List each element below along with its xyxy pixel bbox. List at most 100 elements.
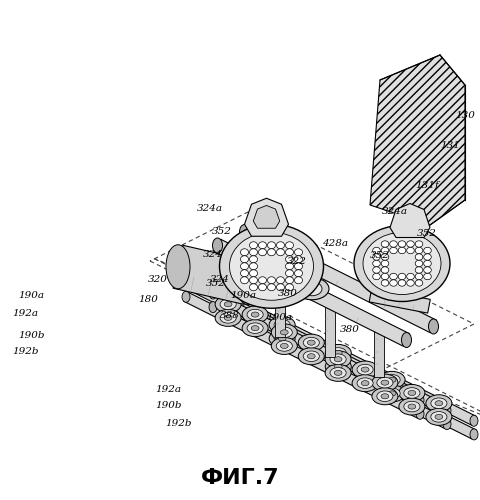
Ellipse shape bbox=[285, 284, 293, 291]
Ellipse shape bbox=[372, 267, 380, 273]
Ellipse shape bbox=[301, 282, 321, 296]
Polygon shape bbox=[183, 292, 421, 418]
Ellipse shape bbox=[258, 284, 266, 291]
Text: 192а: 192а bbox=[12, 308, 38, 318]
Text: 322: 322 bbox=[286, 257, 306, 266]
Ellipse shape bbox=[267, 242, 275, 248]
Ellipse shape bbox=[376, 391, 392, 402]
Ellipse shape bbox=[406, 280, 413, 286]
Ellipse shape bbox=[372, 254, 380, 260]
Ellipse shape bbox=[267, 284, 275, 291]
Ellipse shape bbox=[215, 310, 240, 326]
Ellipse shape bbox=[267, 248, 275, 256]
Text: 380: 380 bbox=[339, 326, 359, 334]
Ellipse shape bbox=[356, 364, 372, 375]
Ellipse shape bbox=[397, 248, 405, 254]
Ellipse shape bbox=[434, 400, 442, 406]
Ellipse shape bbox=[414, 248, 422, 254]
Ellipse shape bbox=[414, 267, 422, 273]
Ellipse shape bbox=[334, 364, 341, 369]
Polygon shape bbox=[210, 302, 448, 428]
Ellipse shape bbox=[397, 280, 405, 286]
Ellipse shape bbox=[406, 241, 413, 247]
Ellipse shape bbox=[423, 254, 431, 260]
Ellipse shape bbox=[267, 277, 275, 284]
Text: 190а: 190а bbox=[18, 290, 44, 300]
Ellipse shape bbox=[285, 242, 293, 248]
Ellipse shape bbox=[381, 267, 388, 273]
Ellipse shape bbox=[329, 368, 346, 378]
Ellipse shape bbox=[324, 358, 350, 375]
Ellipse shape bbox=[415, 408, 423, 420]
Ellipse shape bbox=[425, 395, 451, 412]
Ellipse shape bbox=[407, 390, 415, 396]
Ellipse shape bbox=[219, 224, 323, 308]
Polygon shape bbox=[369, 55, 464, 225]
Polygon shape bbox=[210, 289, 448, 415]
Ellipse shape bbox=[249, 256, 257, 263]
Ellipse shape bbox=[351, 374, 377, 392]
Polygon shape bbox=[241, 226, 436, 333]
Polygon shape bbox=[389, 204, 429, 238]
Ellipse shape bbox=[276, 327, 292, 338]
Ellipse shape bbox=[285, 263, 293, 270]
Polygon shape bbox=[374, 326, 384, 377]
Ellipse shape bbox=[224, 302, 231, 307]
Ellipse shape bbox=[381, 274, 388, 280]
Text: 192b: 192b bbox=[165, 418, 191, 428]
Text: 192а: 192а bbox=[155, 386, 180, 394]
Ellipse shape bbox=[271, 338, 297, 354]
Ellipse shape bbox=[425, 408, 451, 426]
Polygon shape bbox=[237, 313, 475, 439]
Ellipse shape bbox=[269, 330, 295, 347]
Polygon shape bbox=[244, 198, 288, 236]
Ellipse shape bbox=[249, 270, 257, 277]
Ellipse shape bbox=[251, 312, 259, 317]
Ellipse shape bbox=[251, 326, 259, 330]
Ellipse shape bbox=[302, 338, 319, 348]
Ellipse shape bbox=[215, 296, 240, 313]
Ellipse shape bbox=[360, 367, 368, 372]
Ellipse shape bbox=[423, 260, 431, 266]
Ellipse shape bbox=[277, 336, 286, 341]
Ellipse shape bbox=[209, 288, 216, 299]
Polygon shape bbox=[237, 300, 475, 426]
Ellipse shape bbox=[247, 310, 263, 320]
Ellipse shape bbox=[229, 232, 313, 300]
Ellipse shape bbox=[181, 278, 190, 288]
Ellipse shape bbox=[397, 274, 405, 280]
Ellipse shape bbox=[383, 374, 399, 385]
Ellipse shape bbox=[397, 241, 405, 247]
Ellipse shape bbox=[353, 226, 449, 302]
Ellipse shape bbox=[280, 344, 288, 348]
Ellipse shape bbox=[224, 316, 231, 320]
Ellipse shape bbox=[294, 277, 302, 284]
Ellipse shape bbox=[407, 404, 415, 409]
Ellipse shape bbox=[307, 340, 314, 345]
Ellipse shape bbox=[258, 248, 266, 256]
Ellipse shape bbox=[209, 302, 216, 312]
Ellipse shape bbox=[414, 260, 422, 266]
Text: 192b: 192b bbox=[12, 348, 38, 356]
Ellipse shape bbox=[372, 248, 380, 254]
Ellipse shape bbox=[389, 241, 396, 247]
Ellipse shape bbox=[330, 362, 346, 372]
Ellipse shape bbox=[381, 280, 388, 286]
Ellipse shape bbox=[398, 384, 424, 402]
Text: 388: 388 bbox=[219, 310, 240, 320]
Ellipse shape bbox=[258, 242, 266, 248]
Ellipse shape bbox=[414, 274, 422, 280]
Ellipse shape bbox=[285, 248, 293, 256]
Text: 352: 352 bbox=[369, 250, 389, 260]
Ellipse shape bbox=[240, 263, 248, 270]
Ellipse shape bbox=[274, 320, 289, 330]
Ellipse shape bbox=[236, 261, 260, 304]
Text: 180: 180 bbox=[138, 295, 157, 304]
Ellipse shape bbox=[403, 388, 419, 398]
Ellipse shape bbox=[248, 260, 267, 274]
Ellipse shape bbox=[469, 429, 477, 440]
Ellipse shape bbox=[381, 254, 388, 260]
Ellipse shape bbox=[423, 274, 431, 280]
Text: 352: 352 bbox=[205, 279, 226, 288]
Ellipse shape bbox=[220, 299, 236, 310]
